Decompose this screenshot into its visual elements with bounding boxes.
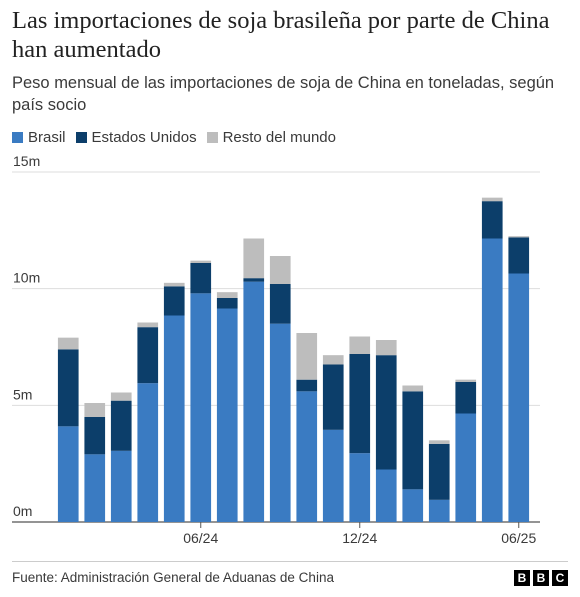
bar-segment-brasil: [243, 281, 265, 522]
bbc-logo-letter: B: [533, 570, 549, 586]
bar-segment-estados-unidos: [402, 391, 424, 490]
bar-segment-brasil: [190, 293, 212, 522]
bar-segment-estados-unidos: [216, 298, 238, 309]
bar-segment-brasil: [322, 429, 344, 522]
bar-segment-brasil: [481, 238, 503, 522]
bar-segment-resto-del-mundo: [84, 403, 106, 417]
y-tick-label: 5m: [13, 386, 32, 402]
bar-segment-estados-unidos: [508, 237, 530, 274]
bar-segment-brasil: [428, 499, 450, 522]
bar-segment-brasil: [110, 450, 132, 522]
legend-item-brasil: Brasil: [12, 129, 66, 146]
y-tick-label: 15m: [13, 153, 40, 169]
bar-segment-estados-unidos: [190, 263, 212, 294]
bar-segment-resto-del-mundo: [508, 236, 530, 238]
bar-segment-resto-del-mundo: [110, 392, 132, 401]
legend-item-estados-unidos: Estados Unidos: [75, 129, 197, 146]
bar-segment-estados-unidos: [481, 201, 503, 239]
bar-segment-estados-unidos: [84, 417, 106, 455]
bar-segment-resto-del-mundo: [428, 440, 450, 444]
bar-segment-brasil: [508, 273, 530, 522]
bar-segment-brasil: [57, 426, 79, 522]
bar-segment-resto-del-mundo: [402, 385, 424, 392]
bar-segment-resto-del-mundo: [455, 379, 477, 382]
bar-segment-brasil: [375, 469, 397, 522]
bar-segment-estados-unidos: [163, 286, 185, 316]
bar-segment-brasil: [269, 323, 291, 522]
bar-segment-estados-unidos: [137, 327, 159, 384]
stacked-bar-chart: 0m 5m 10m 15m 06/24 12/24 06/25: [12, 153, 540, 546]
x-tick-label: 06/24: [183, 530, 218, 546]
bar-segment-estados-unidos: [428, 443, 450, 500]
legend-label-resto-del-mundo: Resto del mundo: [222, 129, 336, 146]
bar-segment-estados-unidos: [57, 349, 79, 427]
bbc-logo-letter: C: [552, 570, 568, 586]
bar-segment-brasil: [349, 453, 371, 522]
bar-segment-brasil: [296, 391, 318, 522]
bar-segment-estados-unidos: [269, 284, 291, 324]
bar-segment-resto-del-mundo: [296, 333, 318, 380]
bar-segment-estados-unidos: [296, 379, 318, 392]
chart-title: Las importaciones de soja brasileña por …: [12, 7, 550, 63]
y-tick-label: 0m: [13, 503, 32, 519]
bar-segment-resto-del-mundo: [322, 355, 344, 365]
footer-divider: [12, 561, 568, 562]
legend-swatch-resto-del-mundo: [206, 132, 218, 143]
x-tick-label: 06/25: [501, 530, 536, 546]
bar-segment-estados-unidos: [243, 278, 265, 282]
bar-segment-estados-unidos: [322, 364, 344, 430]
bbc-logo: B B C: [514, 570, 568, 586]
legend-swatch-brasil: [12, 132, 23, 143]
bar-segment-estados-unidos: [455, 382, 477, 414]
x-tick-label: 12/24: [342, 530, 377, 546]
source-note: Fuente: Administración General de Aduana…: [12, 570, 334, 585]
bar-segment-brasil: [216, 308, 238, 522]
bar-segment-brasil: [163, 315, 185, 522]
legend: Brasil Estados Unidos Resto del mundo: [12, 129, 346, 146]
legend-swatch-estados-unidos: [75, 132, 87, 143]
bar-segment-estados-unidos: [375, 355, 397, 470]
legend-label-brasil: Brasil: [28, 129, 66, 146]
legend-label-estados-unidos: Estados Unidos: [91, 129, 197, 146]
bar-segment-resto-del-mundo: [349, 336, 371, 354]
bar-segment-brasil: [455, 413, 477, 522]
bar-segment-estados-unidos: [349, 354, 371, 454]
bar-segment-brasil: [84, 454, 106, 522]
bbc-logo-letter: B: [514, 570, 530, 586]
bar-segment-resto-del-mundo: [481, 197, 503, 202]
bar-segment-resto-del-mundo: [163, 282, 185, 287]
bar-segment-brasil: [402, 489, 424, 522]
bar-segment-estados-unidos: [110, 400, 132, 451]
bar-segment-resto-del-mundo: [269, 256, 291, 284]
legend-item-resto-del-mundo: Resto del mundo: [206, 129, 336, 146]
bar-segment-resto-del-mundo: [243, 238, 265, 279]
y-tick-label: 10m: [13, 270, 40, 286]
bar-segment-resto-del-mundo: [216, 292, 238, 298]
bar-segment-resto-del-mundo: [190, 260, 212, 263]
bar-segment-resto-del-mundo: [375, 340, 397, 356]
bar-segment-resto-del-mundo: [57, 337, 79, 350]
bar-segment-resto-del-mundo: [137, 322, 159, 328]
bar-segment-brasil: [137, 383, 159, 522]
chart-subtitle: Peso mensual de las importaciones de soj…: [12, 74, 555, 114]
